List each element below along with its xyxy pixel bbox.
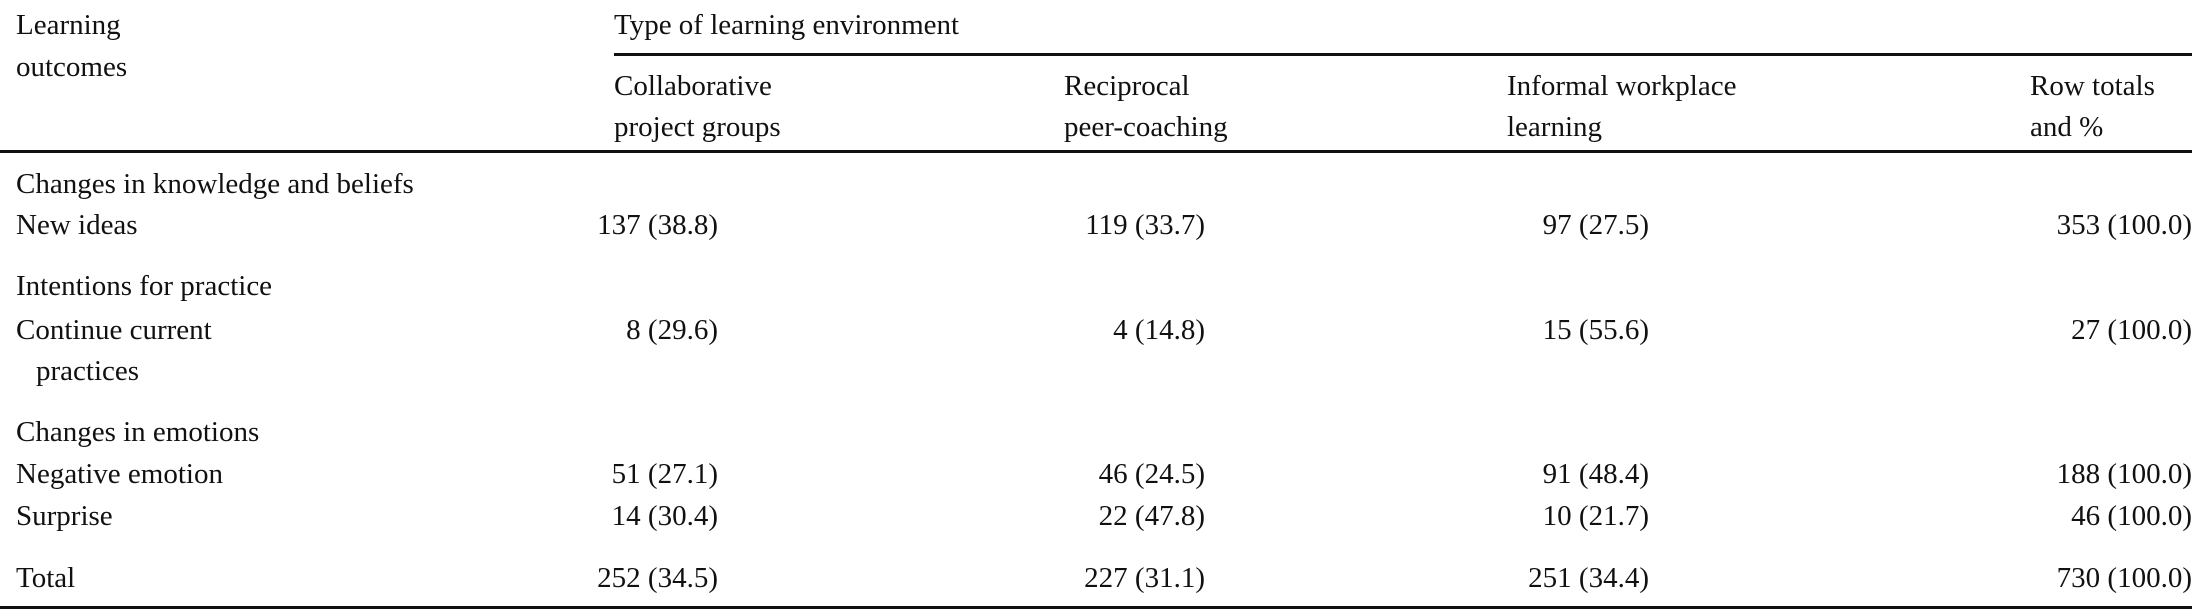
header-group-label: Type of learning environment [614,9,960,41]
cell-new-ideas-collaborative: 137 (38.8) [597,209,718,241]
column-header-reciprocal-line2: peer-coaching [1064,111,1228,143]
cell-total-row-total: 730 (100.0) [2056,562,2192,594]
cell-surprise-row-total: 46 (100.0) [2071,500,2192,532]
cell-new-ideas-reciprocal: 119 (33.7) [1085,209,1205,241]
column-header-reciprocal-line1: Reciprocal [1064,70,1190,102]
cell-total-collaborative: 252 (34.5) [597,562,718,594]
cell-total-reciprocal: 227 (31.1) [1084,562,1205,594]
cell-negative-collaborative: 51 (27.1) [611,458,718,490]
section-title-knowledge: Changes in knowledge and beliefs [16,168,414,200]
row-label-continue-current-line2: practices [36,355,140,387]
cell-surprise-collaborative: 14 (30.4) [611,500,718,532]
section-title-emotions: Changes in emotions [16,416,260,448]
cell-continue-informal: 15 (55.6) [1542,314,1649,346]
row-label-negative-emotion: Negative emotion [16,458,223,490]
section-title-intentions: Intentions for practice [16,270,273,302]
cell-negative-informal: 91 (48.4) [1542,458,1649,490]
cell-new-ideas-informal: 97 (27.5) [1542,209,1649,241]
column-header-informal-line2: learning [1507,111,1603,143]
cell-total-informal: 251 (34.4) [1528,562,1649,594]
cell-surprise-reciprocal: 22 (47.8) [1098,500,1205,532]
row-label-continue-current-line1: Continue current [16,314,212,346]
cell-continue-collaborative: 8 (29.6) [626,314,718,346]
cell-new-ideas-row-total: 353 (100.0) [2056,209,2192,241]
cell-continue-row-total: 27 (100.0) [2071,314,2192,346]
column-header-informal-line1: Informal workplace [1507,70,1737,102]
header-group-rule [614,53,2192,56]
column-header-row-totals-line1: Row totals [2030,70,2155,102]
row-label-surprise: Surprise [16,500,113,532]
column-header-collaborative-line1: Collaborative [614,70,772,102]
header-outcomes-label-line2: outcomes [16,51,128,83]
row-label-new-ideas: New ideas [16,209,138,241]
cell-negative-row-total: 188 (100.0) [2056,458,2192,490]
cell-surprise-informal: 10 (21.7) [1542,500,1649,532]
column-header-collaborative-line2: project groups [614,111,781,143]
cell-negative-reciprocal: 46 (24.5) [1098,458,1205,490]
column-header-row-totals-line2: and % [2030,111,2104,143]
header-bottom-rule [0,150,2192,153]
header-outcomes-label-line1: Learning [16,9,121,41]
row-label-total: Total [16,562,76,594]
table-bottom-rule [0,606,2192,609]
cell-continue-reciprocal: 4 (14.8) [1113,314,1205,346]
